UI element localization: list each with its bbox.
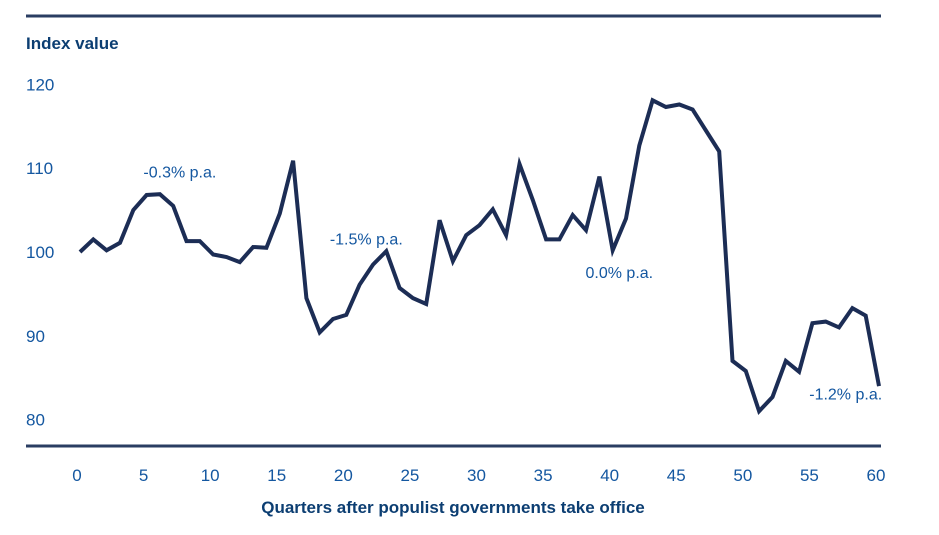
x-tick-label: 60 — [867, 466, 886, 485]
x-tick-label: 45 — [667, 466, 686, 485]
data-point — [850, 306, 854, 310]
data-point — [584, 228, 588, 232]
x-axis-ticks: 0 5 10 15 20 25 30 35 40 45 50 55 60 — [72, 466, 885, 485]
y-axis-ticks: 120 110 100 90 80 — [26, 75, 54, 429]
data-point — [784, 359, 788, 363]
data-point — [704, 128, 708, 132]
data-point — [611, 248, 615, 252]
x-tick-label: 55 — [800, 466, 819, 485]
data-point — [531, 198, 535, 202]
series-line — [78, 97, 881, 416]
data-point — [331, 317, 335, 321]
data-point — [810, 321, 814, 325]
growth-annotation: 0.0% p.a. — [586, 265, 654, 282]
y-tick-label: 120 — [26, 75, 54, 94]
annotations: -0.3% p.a. -1.5% p.a. 0.0% p.a. -1.2% p.a. — [143, 164, 882, 403]
x-tick-label: 35 — [534, 466, 553, 485]
data-point — [238, 260, 242, 264]
data-point — [677, 103, 681, 107]
x-tick-label: 0 — [72, 466, 81, 485]
x-tick-label: 50 — [733, 466, 752, 485]
x-tick-label: 25 — [400, 466, 419, 485]
y-axis-title: Index value — [26, 34, 119, 53]
data-point — [318, 330, 322, 334]
data-point — [837, 325, 841, 329]
data-point — [438, 218, 442, 222]
data-point — [624, 216, 628, 220]
data-point — [371, 263, 375, 267]
data-point — [344, 313, 348, 317]
data-point — [264, 246, 268, 250]
data-point — [571, 213, 575, 217]
data-point — [384, 249, 388, 253]
data-point — [731, 359, 735, 363]
growth-annotation: -1.2% p.a. — [809, 386, 882, 403]
data-point — [544, 237, 548, 241]
data-point — [145, 193, 149, 197]
growth-annotation: -1.5% p.a. — [330, 231, 403, 248]
x-tick-label: 30 — [467, 466, 486, 485]
data-point — [411, 296, 415, 300]
data-point — [864, 314, 868, 318]
data-point — [358, 283, 362, 287]
data-point — [304, 296, 308, 300]
data-point — [198, 239, 202, 243]
x-tick-label: 10 — [201, 466, 220, 485]
data-point — [478, 223, 482, 227]
data-point — [557, 237, 561, 241]
data-point — [770, 395, 774, 399]
data-point — [464, 233, 468, 237]
data-point — [691, 108, 695, 112]
data-point — [78, 250, 82, 254]
data-point — [171, 204, 175, 208]
data-point — [651, 98, 655, 102]
y-tick-label: 100 — [26, 243, 54, 262]
data-point — [451, 259, 455, 263]
data-point — [637, 144, 641, 148]
data-point — [105, 248, 109, 252]
data-point — [744, 369, 748, 373]
series-layer — [78, 97, 881, 416]
data-point — [664, 105, 668, 109]
data-point — [185, 239, 189, 243]
data-point — [757, 409, 761, 413]
data-point — [224, 255, 228, 259]
data-point — [424, 302, 428, 306]
growth-annotation: -0.3% p.a. — [143, 164, 216, 181]
data-point — [118, 241, 122, 245]
data-point — [717, 149, 721, 153]
data-point — [797, 370, 801, 374]
data-point — [291, 159, 295, 163]
data-point — [251, 245, 255, 249]
x-tick-label: 5 — [139, 466, 148, 485]
data-point — [278, 211, 282, 215]
data-point — [158, 192, 162, 196]
data-point — [131, 208, 135, 212]
data-point — [517, 162, 521, 166]
data-point — [597, 175, 601, 179]
data-point — [491, 207, 495, 211]
x-tick-label: 15 — [267, 466, 286, 485]
data-point — [91, 237, 95, 241]
data-point — [398, 286, 402, 290]
data-point — [824, 320, 828, 324]
y-tick-label: 90 — [26, 327, 45, 346]
data-point — [504, 233, 508, 237]
x-axis-title: Quarters after populist governments take… — [261, 498, 645, 517]
y-tick-label: 110 — [26, 159, 53, 178]
data-point — [211, 253, 215, 257]
y-tick-label: 80 — [26, 411, 45, 430]
x-tick-label: 40 — [600, 466, 619, 485]
x-tick-label: 20 — [334, 466, 353, 485]
